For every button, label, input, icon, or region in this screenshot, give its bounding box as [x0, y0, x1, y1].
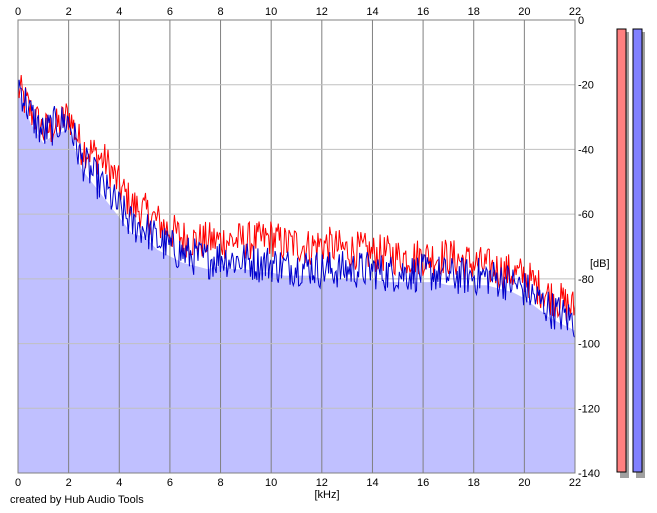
x-tick-label-top: 12 — [316, 6, 328, 18]
x-tick-label-top: 2 — [66, 6, 72, 18]
x-tick-label-top: 14 — [366, 6, 378, 18]
x-tick-label-top: 0 — [15, 6, 21, 18]
x-tick-label-bottom: 4 — [116, 477, 122, 489]
x-tick-label-bottom: 10 — [265, 477, 277, 489]
credit-text: created by Hub Audio Tools — [10, 494, 144, 506]
x-tick-label-top: 18 — [468, 6, 480, 18]
x-tick-label-bottom: 6 — [167, 477, 173, 489]
y-tick-label: -140 — [578, 468, 600, 480]
grid — [18, 20, 575, 473]
x-tick-label-bottom: 0 — [15, 477, 21, 489]
x-tick-label-bottom: 18 — [468, 477, 480, 489]
x-tick-label-top: 8 — [217, 6, 223, 18]
y-tick-label: -20 — [578, 80, 594, 92]
y-tick-label: 0 — [578, 15, 584, 27]
x-tick-label-bottom: 16 — [417, 477, 429, 489]
fill-area — [18, 91, 575, 473]
series-lines — [17, 75, 576, 338]
x-tick-label-top: 6 — [167, 6, 173, 18]
x-tick-label-top: 20 — [518, 6, 530, 18]
level-meter-1 — [616, 28, 627, 473]
plot-frame — [17, 19, 576, 474]
y-tick-label: -100 — [578, 339, 600, 351]
level-meters — [616, 28, 645, 478]
x-tick-label-bottom: 14 — [366, 477, 378, 489]
series-line-1 — [17, 75, 576, 321]
y-tick-label: -120 — [578, 403, 600, 415]
level-meter-2 — [632, 28, 643, 473]
x-tick-label-top: 10 — [265, 6, 277, 18]
y-tick-label: -60 — [578, 209, 594, 221]
x-tick-label-bottom: 22 — [569, 477, 581, 489]
x-tick-label-top: 16 — [417, 6, 429, 18]
y-axis-label: [dB] — [590, 258, 610, 270]
y-tick-label: -80 — [578, 274, 594, 286]
x-axis-label: [kHz] — [314, 489, 339, 501]
x-tick-label-bottom: 20 — [518, 477, 530, 489]
x-tick-label-bottom: 2 — [66, 477, 72, 489]
x-tick-label-bottom: 12 — [316, 477, 328, 489]
y-tick-labels: 0 -20 -40 -60 -80 -100 -120 -140 — [578, 15, 600, 480]
x-tick-label-top: 4 — [116, 6, 122, 18]
spectrum-fill — [18, 91, 575, 473]
series-line-2 — [17, 79, 576, 338]
x-tick-label-top: 22 — [569, 6, 581, 18]
x-tick-label-bottom: 8 — [217, 477, 223, 489]
y-tick-label: -40 — [578, 144, 594, 156]
